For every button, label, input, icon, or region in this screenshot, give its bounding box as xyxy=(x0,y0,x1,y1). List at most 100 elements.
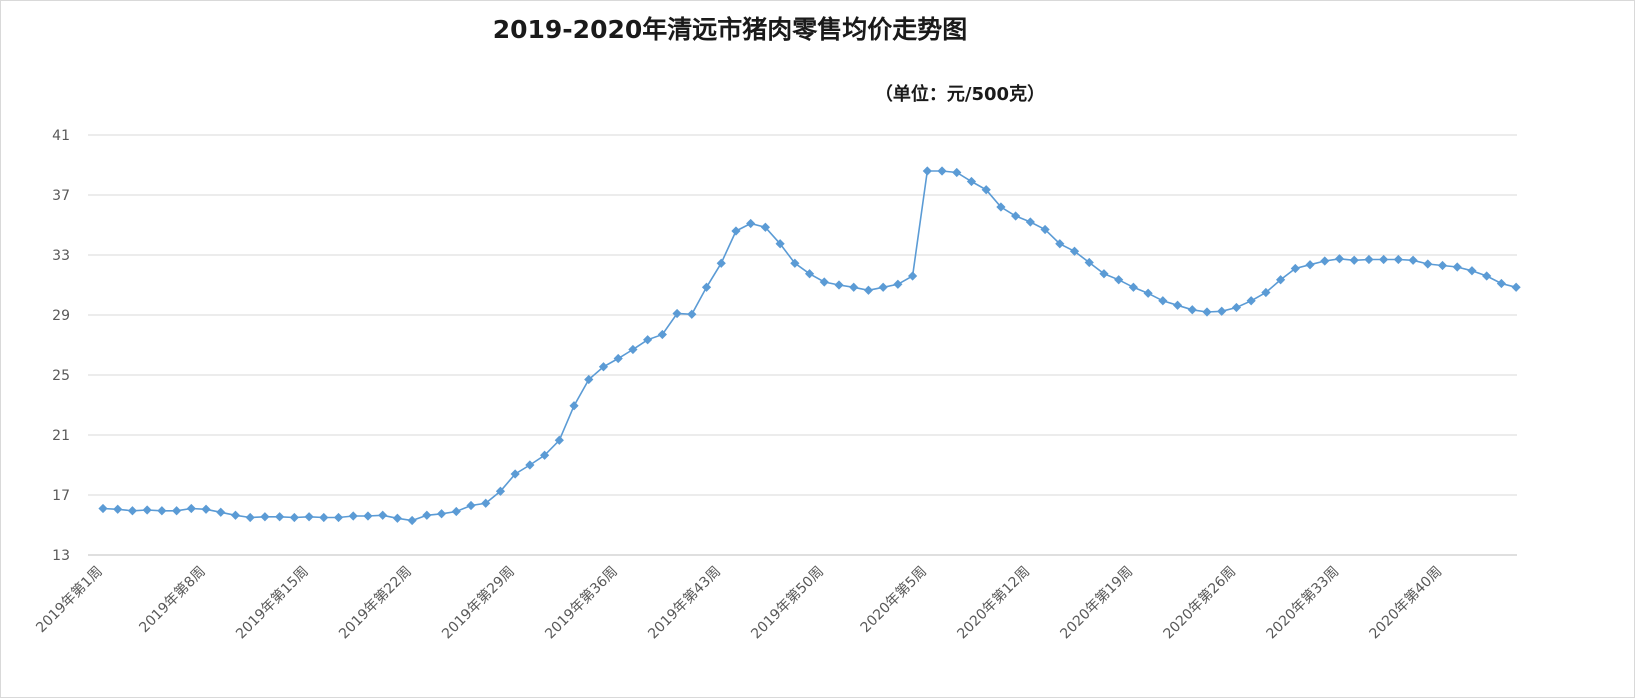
y-tick-label: 21 xyxy=(52,428,70,444)
data-point xyxy=(275,512,285,522)
data-point xyxy=(731,226,741,236)
data-point xyxy=(216,507,226,517)
data-point xyxy=(643,335,653,345)
data-point xyxy=(966,176,977,187)
data-point xyxy=(804,269,815,279)
data-point xyxy=(1187,305,1197,315)
data-point xyxy=(1437,260,1448,271)
x-tick-label: 2019年第50周 xyxy=(748,563,828,643)
data-point xyxy=(1040,224,1050,235)
data-point xyxy=(554,435,564,445)
data-point xyxy=(657,329,667,340)
chart-subtitle: （单位：元/500克） xyxy=(874,84,1046,105)
data-point xyxy=(613,353,623,364)
data-point xyxy=(952,167,962,178)
data-point xyxy=(598,362,609,372)
x-tick-label: 2019年第36周 xyxy=(542,563,622,643)
data-point xyxy=(1364,254,1374,265)
data-point xyxy=(495,486,506,496)
y-tick-label: 41 xyxy=(52,128,70,144)
x-tick-label: 2020年第12周 xyxy=(954,563,1034,643)
data-point xyxy=(1349,255,1359,265)
data-point xyxy=(746,218,756,229)
data-point xyxy=(1467,266,1477,276)
data-point xyxy=(1496,278,1506,289)
data-point xyxy=(98,503,108,514)
data-point xyxy=(245,512,255,523)
data-point xyxy=(1202,307,1212,317)
data-point xyxy=(186,503,196,514)
data-point xyxy=(687,309,697,319)
data-point xyxy=(1158,296,1168,306)
data-point xyxy=(1128,282,1138,292)
series-line-path xyxy=(102,170,1517,522)
data-point xyxy=(1276,275,1286,285)
data-point xyxy=(466,500,476,511)
data-point xyxy=(319,512,329,523)
data-point xyxy=(172,506,182,516)
data-point xyxy=(922,166,932,176)
data-point xyxy=(525,460,535,470)
data-point xyxy=(790,258,800,268)
x-tick-label: 2020年第33周 xyxy=(1263,563,1343,643)
data-point xyxy=(1379,254,1389,265)
data-point xyxy=(584,374,594,385)
data-point xyxy=(1334,254,1345,264)
y-tick-label: 37 xyxy=(52,188,70,204)
x-tick-label: 2019年第8周 xyxy=(136,563,209,636)
data-point xyxy=(157,506,167,516)
data-point xyxy=(672,308,682,319)
data-point xyxy=(1246,296,1256,306)
x-tick-label: 2019年第29周 xyxy=(438,563,518,643)
y-tick-label: 33 xyxy=(52,248,70,264)
data-point xyxy=(1320,256,1330,266)
data-point xyxy=(1011,211,1021,221)
x-tick-label: 2019年第1周 xyxy=(33,563,106,636)
y-tick-label: 25 xyxy=(52,368,70,384)
y-tick-label: 17 xyxy=(52,488,70,504)
data-point xyxy=(1408,255,1418,265)
data-point xyxy=(1055,239,1065,249)
data-point xyxy=(1114,275,1124,285)
y-tick-label: 29 xyxy=(52,308,70,324)
data-point xyxy=(1305,260,1315,270)
x-tick-label: 2020年第19周 xyxy=(1057,563,1137,643)
chart-title: 2019-2020年清远市猪肉零售均价走势图 xyxy=(492,15,968,44)
x-tick-label: 2020年第5周 xyxy=(857,563,930,636)
data-point xyxy=(760,222,770,232)
data-point xyxy=(1393,254,1403,265)
data-point xyxy=(1143,288,1153,298)
data-point xyxy=(348,511,358,521)
data-point xyxy=(363,511,373,521)
data-point xyxy=(1099,269,1109,279)
data-point xyxy=(569,401,579,411)
data-point xyxy=(863,285,874,295)
data-point xyxy=(1452,262,1462,272)
data-point xyxy=(392,513,402,523)
data-point xyxy=(260,512,270,522)
data-point xyxy=(1172,300,1183,310)
data-point xyxy=(628,344,638,355)
data-point xyxy=(908,271,918,281)
data-point xyxy=(1423,259,1433,269)
data-point xyxy=(127,506,138,516)
x-tick-label: 2020年第26周 xyxy=(1160,563,1240,643)
data-point xyxy=(849,282,859,292)
x-axis-ticks: 2019年第1周 2019年第8周 2019年第15周 2019年第22周 2019年第… xyxy=(33,563,1446,643)
data-point xyxy=(333,512,344,523)
data-point xyxy=(937,166,947,176)
data-point xyxy=(289,512,299,523)
data-point xyxy=(716,258,726,268)
data-point xyxy=(451,506,461,517)
gridlines xyxy=(88,134,1517,556)
data-point xyxy=(981,185,991,195)
data-point xyxy=(510,469,520,479)
x-tick-label: 2019年第15周 xyxy=(232,563,312,643)
data-point xyxy=(1025,217,1035,227)
data-point xyxy=(142,505,152,515)
data-point xyxy=(1482,271,1492,281)
data-point xyxy=(378,510,388,520)
x-tick-label: 2020年第40周 xyxy=(1366,563,1446,643)
